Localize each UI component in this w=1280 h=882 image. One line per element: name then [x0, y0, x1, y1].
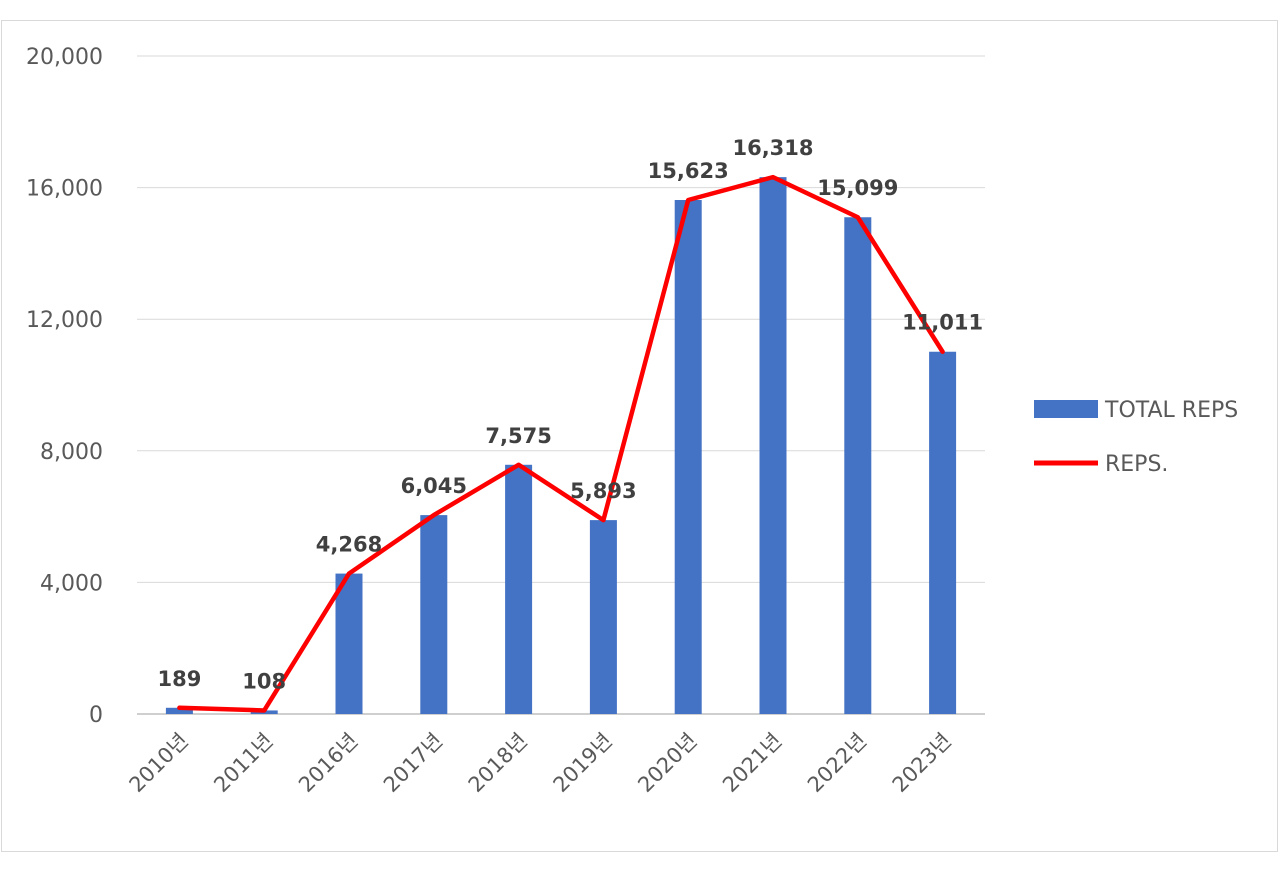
bar [420, 515, 448, 714]
data-label: 11,011 [902, 311, 983, 335]
data-label: 16,318 [732, 136, 813, 160]
y-tick-label: 20,000 [26, 45, 103, 70]
gridlines [137, 55, 985, 715]
data-labels: 189 108 4,268 6,045 7,575 5,893 15,62316,31815… [157, 136, 983, 693]
bar [929, 351, 957, 714]
legend-label-reps: REPS. [1105, 452, 1168, 477]
legend: TOTAL REPS REPS. [1034, 398, 1238, 477]
data-label: 7,575 [485, 424, 551, 448]
y-tick-label: 8,000 [40, 440, 103, 465]
x-tick-label: 2021년 [718, 729, 786, 797]
y-tick-label: 4,000 [40, 571, 103, 596]
bar [335, 573, 363, 714]
data-label: 15,623 [648, 159, 729, 183]
y-axis-ticks: 0 4,000 8,000 12,000 16,000 20,000 [26, 45, 103, 728]
legend-swatch-total-reps [1034, 400, 1098, 418]
x-tick-label: 2019년 [549, 729, 617, 797]
data-label: 15,099 [817, 176, 898, 200]
data-label: 189 [157, 667, 201, 691]
bar [674, 200, 702, 714]
bar [165, 707, 193, 714]
bar [759, 177, 787, 714]
y-tick-label: 16,000 [26, 177, 103, 202]
x-axis-ticks: 2010년 2011년 2016년 2017년 2018년 2019년 2020년 2021년… [125, 729, 957, 797]
series-line [177, 174, 945, 713]
y-tick-label: 12,000 [26, 308, 103, 333]
bar [844, 217, 872, 714]
x-tick-label: 2018년 [464, 729, 532, 797]
bar [505, 464, 533, 714]
data-label: 108 [242, 669, 286, 693]
legend-label-total-reps: TOTAL REPS [1104, 398, 1238, 423]
x-tick-label: 2023년 [888, 729, 956, 797]
data-label: 4,268 [316, 533, 382, 557]
line-series [177, 174, 945, 713]
data-label: 5,893 [570, 479, 636, 503]
x-tick-label: 2022년 [803, 729, 871, 797]
y-tick-label: 0 [89, 703, 103, 728]
x-tick-label: 2010년 [125, 729, 193, 797]
bar [589, 520, 617, 714]
data-label: 6,045 [401, 474, 467, 498]
x-tick-label: 2011년 [209, 729, 277, 797]
bar-series [165, 177, 957, 714]
x-tick-label: 2016년 [294, 729, 362, 797]
x-tick-label: 2017년 [379, 729, 447, 797]
x-tick-label: 2020년 [633, 729, 701, 797]
